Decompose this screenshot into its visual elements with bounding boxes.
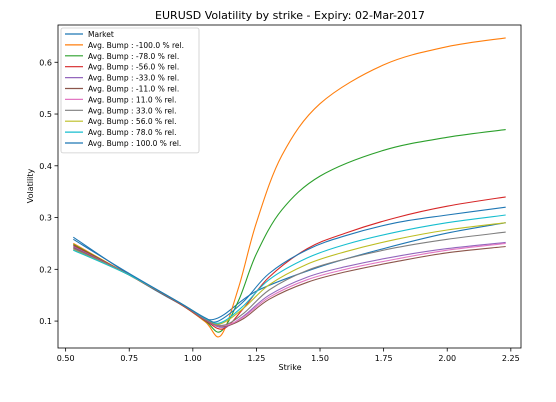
y-tick-label: 0.1 (39, 317, 52, 326)
series-line-4 (73, 241, 506, 328)
y-tick-label: 0.6 (39, 58, 52, 67)
x-tick-label: 1.25 (248, 354, 266, 363)
x-tick-label: 1.50 (311, 354, 329, 363)
series-line-0 (72, 222, 506, 321)
y-axis-label: Volatility (26, 168, 35, 203)
chart-title: EURUSD Volatility by strike - Expiry: 02… (155, 9, 425, 22)
plot-lines (72, 37, 506, 338)
legend-entry: Avg. Bump : -33.0 % rel. (88, 74, 179, 83)
x-axis-label: Strike (279, 363, 302, 372)
y-tick-label: 0.5 (39, 110, 52, 119)
x-tick-label: 2.00 (438, 354, 456, 363)
legend-entry: Avg. Bump : 78.0 % rel. (88, 128, 177, 137)
y-tick-label: 0.4 (39, 162, 52, 171)
legend-entry: Avg. Bump : 56.0 % rel. (88, 117, 177, 126)
x-tick-label: 1.75 (375, 354, 393, 363)
legend: Market Avg. Bump : -100.0 % rel. Avg. Bump… (60, 27, 200, 154)
plot-frame (57, 24, 522, 349)
x-axis: 0.50 0.75 1.00 1.25 1.50 1.75 2.00 2.25 (57, 348, 520, 363)
legend-entry: Market (88, 30, 114, 39)
legend-entry: Avg. Bump : -11.0 % rel. (88, 85, 179, 94)
x-tick-label: 0.75 (120, 354, 138, 363)
x-tick-label: 1.00 (184, 354, 202, 363)
y-tick-label: 0.2 (39, 265, 52, 274)
legend-box (60, 27, 200, 154)
legend-entry: Avg. Bump : -56.0 % rel. (88, 63, 179, 72)
x-tick-label: 0.50 (57, 354, 75, 363)
legend-entry: Avg. Bump : 11.0 % rel. (88, 95, 177, 104)
series-line-8 (73, 222, 506, 325)
y-axis: 0.1 0.2 0.3 0.4 0.5 0.6 (39, 58, 58, 326)
legend-entry: Avg. Bump : -78.0 % rel. (88, 52, 179, 61)
series-line-10 (73, 206, 506, 323)
x-tick-label: 2.25 (502, 354, 520, 363)
y-tick-label: 0.3 (39, 214, 52, 223)
legend-entry: Avg. Bump : 33.0 % rel. (88, 106, 177, 115)
series-line-3 (73, 196, 506, 330)
legend-entry: Avg. Bump : -100.0 % rel. (88, 41, 184, 50)
legend-entry: Avg. Bump : 100.0 % rel. (88, 139, 181, 148)
